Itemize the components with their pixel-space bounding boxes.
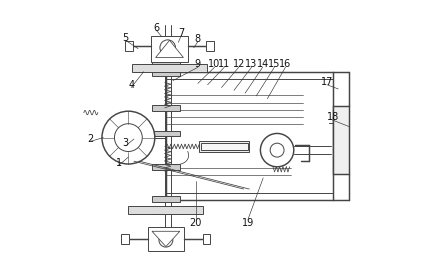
Text: 8: 8 xyxy=(195,34,201,44)
Text: 15: 15 xyxy=(268,59,280,70)
Bar xyxy=(152,70,180,76)
Bar xyxy=(152,36,187,62)
Bar xyxy=(333,106,349,174)
Circle shape xyxy=(159,233,173,247)
Text: 7: 7 xyxy=(178,28,184,38)
Bar xyxy=(132,64,207,72)
Bar xyxy=(152,208,180,214)
Text: 12: 12 xyxy=(233,59,245,70)
Bar xyxy=(201,143,248,150)
Text: 16: 16 xyxy=(280,59,291,70)
Bar xyxy=(206,41,214,51)
Polygon shape xyxy=(155,40,183,58)
Bar xyxy=(125,41,133,51)
Circle shape xyxy=(114,124,142,152)
Text: 1: 1 xyxy=(116,158,122,168)
Text: 6: 6 xyxy=(153,23,159,33)
Bar xyxy=(128,206,203,214)
Text: 19: 19 xyxy=(242,218,254,228)
Text: 2: 2 xyxy=(87,134,93,144)
Text: 5: 5 xyxy=(122,33,129,43)
Text: 9: 9 xyxy=(195,59,201,70)
Bar xyxy=(121,234,129,244)
Text: 4: 4 xyxy=(128,80,134,90)
Polygon shape xyxy=(152,231,180,247)
Circle shape xyxy=(102,111,155,164)
Text: 20: 20 xyxy=(190,218,202,228)
Text: 11: 11 xyxy=(218,59,230,70)
Circle shape xyxy=(270,143,284,157)
Bar xyxy=(152,105,180,111)
Bar xyxy=(152,131,180,136)
Text: 17: 17 xyxy=(321,77,333,87)
Text: 18: 18 xyxy=(326,112,339,122)
Text: 14: 14 xyxy=(256,59,269,70)
Bar xyxy=(202,234,210,244)
Circle shape xyxy=(260,133,294,167)
Bar xyxy=(148,227,184,251)
Text: 10: 10 xyxy=(208,59,221,70)
Text: 3: 3 xyxy=(123,138,128,148)
Bar xyxy=(199,141,249,152)
Circle shape xyxy=(160,40,175,55)
Bar xyxy=(152,58,180,64)
Bar xyxy=(152,164,180,170)
Text: 13: 13 xyxy=(245,59,258,70)
Bar xyxy=(152,196,180,202)
